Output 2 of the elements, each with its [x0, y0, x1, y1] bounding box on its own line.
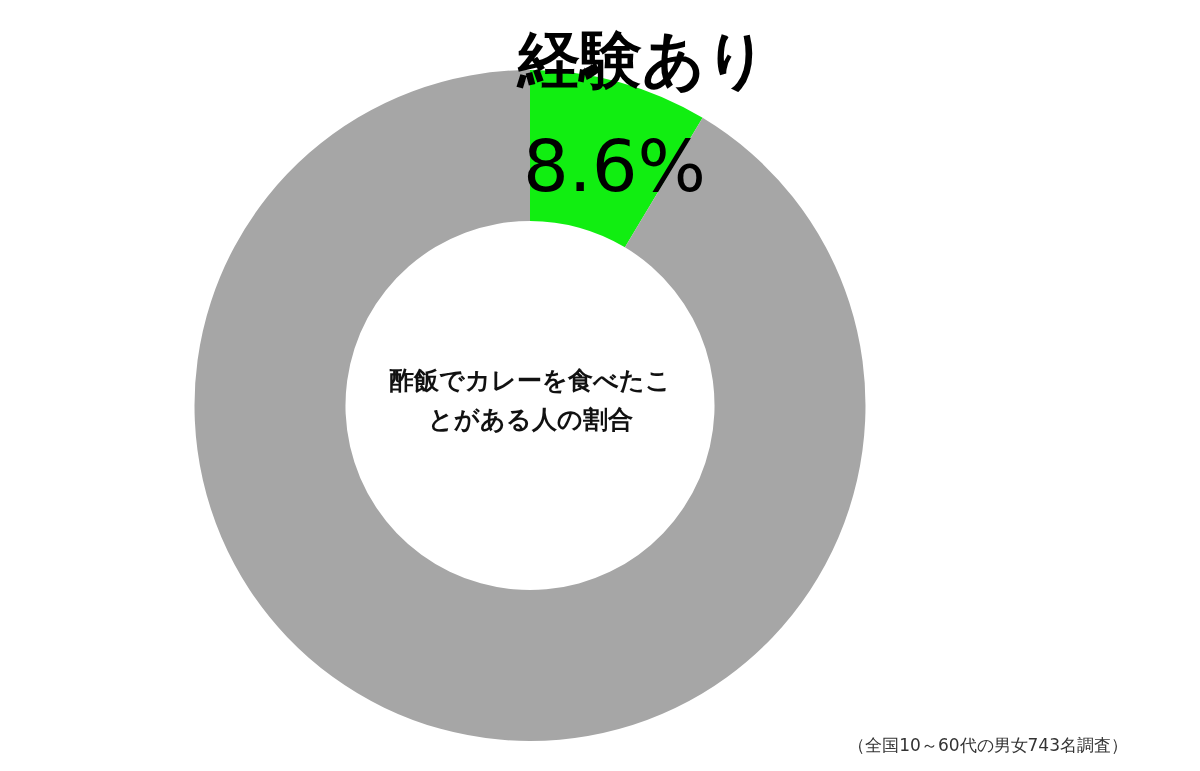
text: （全国10～60代の男女743名調査） [848, 734, 1128, 757]
text: 酢飯でカレーを食べたことがある人の割合 [388, 365, 672, 436]
